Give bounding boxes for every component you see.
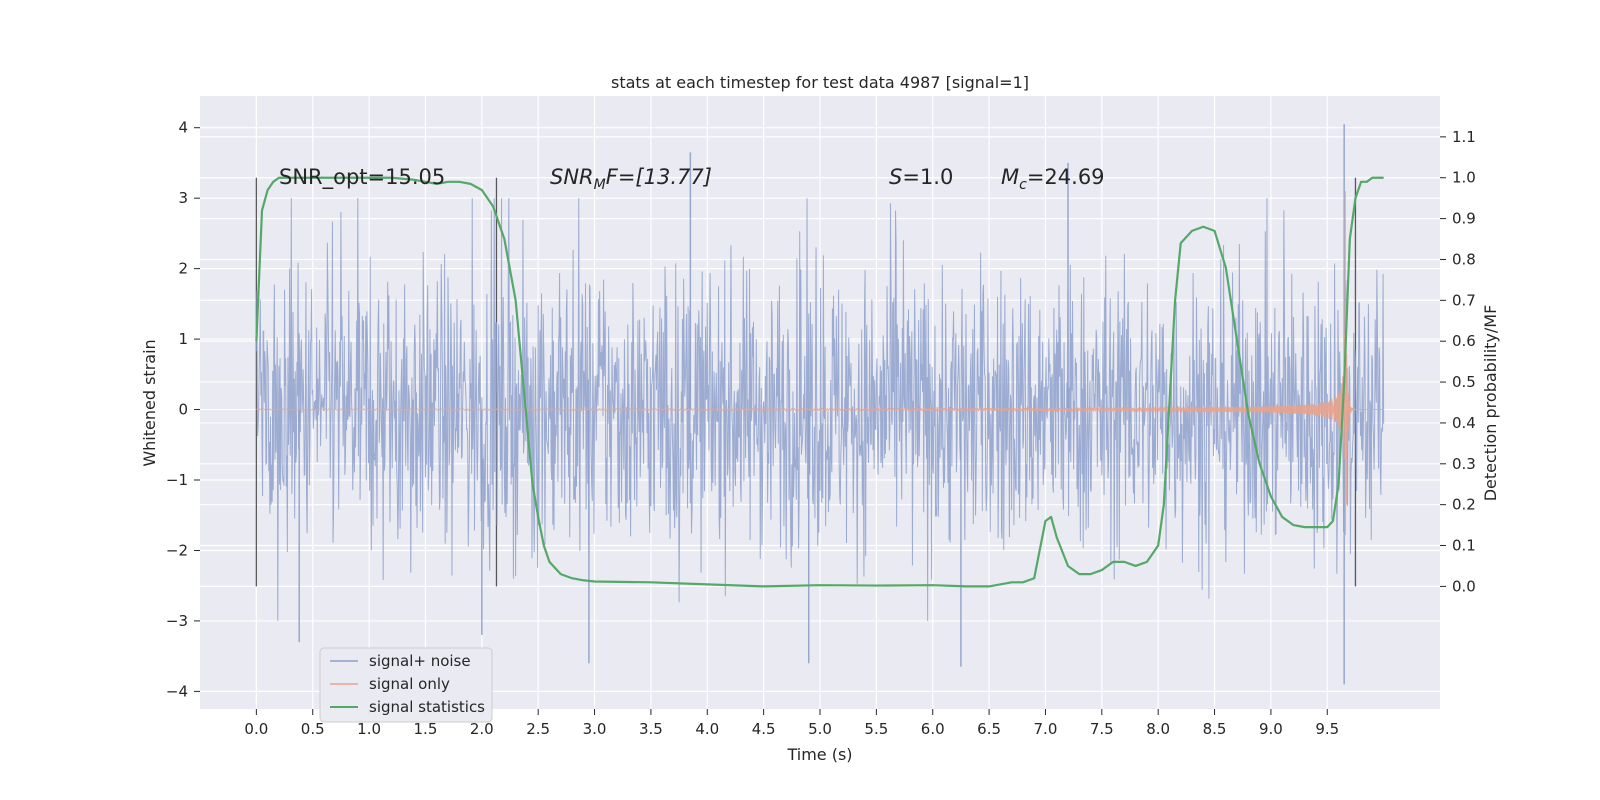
legend-label-noise: signal+ noise: [369, 652, 471, 670]
x-tick-label: 9.0: [1259, 720, 1283, 738]
annotation-snr-mf: SNRMF=[13.77]: [550, 165, 712, 193]
legend-label-signal: signal only: [369, 675, 450, 693]
y-tick-label-left: −3: [166, 612, 188, 630]
statistics-line: [255, 176, 1384, 588]
y-tick-label-right: 0.0: [1452, 577, 1476, 595]
y-tick-label-right: 0.3: [1452, 455, 1476, 473]
x-tick-label: 4.0: [695, 720, 719, 738]
x-tick-label: 2.0: [470, 720, 494, 738]
y-tick-label-right: 0.6: [1452, 332, 1476, 350]
chart-title: stats at each timestep for test data 498…: [611, 73, 1029, 92]
y-tick-label-right: 0.2: [1452, 496, 1476, 514]
x-tick-label: 3.5: [639, 720, 663, 738]
y-axis-label-left: Whitened strain: [140, 339, 159, 466]
y-tick-label-left: −2: [166, 541, 188, 559]
signal-trace: [256, 191, 1384, 535]
x-tick-label: 0.0: [244, 720, 268, 738]
x-tick-label: 8.0: [1146, 720, 1170, 738]
y-tick-label-right: 0.4: [1452, 414, 1476, 432]
legend-box: [319, 647, 493, 723]
annotation-mc: Mc=24.69: [1001, 165, 1105, 193]
x-tick-label: 5.0: [808, 720, 832, 738]
y-tick-label-left: −4: [166, 682, 188, 700]
y-tick-label-left: −1: [166, 471, 188, 489]
x-tick-label: 1.5: [414, 720, 438, 738]
annotation-snr-opt: SNR_opt=15.05: [279, 165, 445, 190]
y-tick-label-right: 1.1: [1452, 128, 1476, 146]
x-tick-label: 2.5: [526, 720, 550, 738]
x-tick-label: 1.0: [357, 720, 381, 738]
series-signal-noise: [255, 124, 1385, 685]
x-tick-label: 7.5: [1090, 720, 1114, 738]
y-tick-label-left: 0: [178, 401, 188, 419]
x-tick-label: 8.5: [1203, 720, 1227, 738]
x-tick-label: 0.5: [301, 720, 325, 738]
axes: 0.0 0.5 1.0 1.5 2.0 2.5 3.0 3.5 4.0 4.5 5.0 5.5 6.0 6…: [166, 119, 1476, 738]
y-tick-label-right: 0.9: [1452, 210, 1476, 228]
x-tick-label: 7.0: [1034, 720, 1058, 738]
x-axis-label: Time (s): [786, 745, 852, 764]
y-tick-label-left: 4: [178, 119, 188, 137]
x-tick-label: 6.0: [921, 720, 945, 738]
y-tick-label-left: 2: [178, 260, 188, 278]
legend: signal+ noise signal only signal statist…: [319, 647, 493, 723]
legend-label-stats: signal statistics: [369, 698, 485, 716]
noise-trace: [255, 198, 1385, 621]
series-signal-statistics: [255, 176, 1384, 588]
x-tick-label: 9.5: [1315, 720, 1339, 738]
x-tick-label: 5.5: [864, 720, 888, 738]
series-signal-only: [256, 191, 1384, 535]
y-tick-label-right: 0.8: [1452, 250, 1476, 268]
y-tick-label-left: 3: [178, 189, 188, 207]
x-tick-label: 6.5: [977, 720, 1001, 738]
y-axis-label-right: Detection probability/MF: [1481, 305, 1500, 502]
annotation-s: S=1.0: [889, 165, 953, 189]
x-tick-label: 4.5: [752, 720, 776, 738]
y-tick-label-right: 0.7: [1452, 291, 1476, 309]
y-tick-label-right: 0.5: [1452, 373, 1476, 391]
y-tick-label-right: 0.1: [1452, 537, 1476, 555]
x-tick-label: 3.0: [583, 720, 607, 738]
y-tick-label-left: 1: [178, 330, 188, 348]
y-tick-label-right: 1.0: [1452, 169, 1476, 187]
